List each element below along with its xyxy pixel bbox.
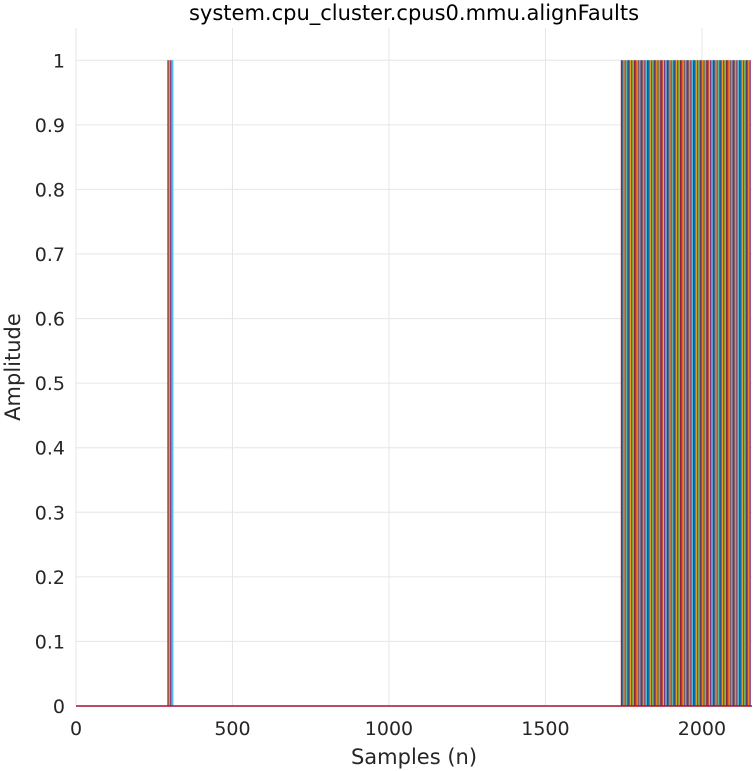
- x-tick-label: 1000: [365, 718, 413, 740]
- y-tick-label: 0.8: [35, 179, 65, 201]
- y-tick-label: 0.6: [35, 309, 65, 331]
- x-tick-label: 2000: [678, 718, 726, 740]
- y-tick-label: 0: [53, 696, 65, 718]
- y-ticks: 0 0.1 0.2 0.3 0.4 0.5 0.6 0.7 0.8 0.9 1: [35, 50, 65, 718]
- y-tick-label: 0.4: [35, 438, 65, 460]
- y-tick-label: 0.5: [35, 373, 65, 395]
- x-tick-label: 0: [70, 718, 82, 740]
- series-spikes: [167, 60, 751, 706]
- y-tick-label: 0.2: [35, 567, 65, 589]
- x-tick-label: 500: [214, 718, 250, 740]
- y-tick-label: 0.3: [35, 502, 65, 524]
- y-axis-label: Amplitude: [1, 313, 25, 421]
- y-tick-label: 1: [53, 50, 65, 72]
- x-ticks: 0 500 1000 1500 2000: [70, 718, 726, 740]
- y-tick-label: 0.1: [35, 631, 65, 653]
- y-tick-label: 0.9: [35, 115, 65, 137]
- chart-title: system.cpu_cluster.cpus0.mmu.alignFaults: [189, 1, 639, 26]
- x-axis-label: Samples (n): [351, 745, 477, 769]
- y-tick-label: 0.7: [35, 244, 65, 266]
- x-tick-label: 1500: [521, 718, 569, 740]
